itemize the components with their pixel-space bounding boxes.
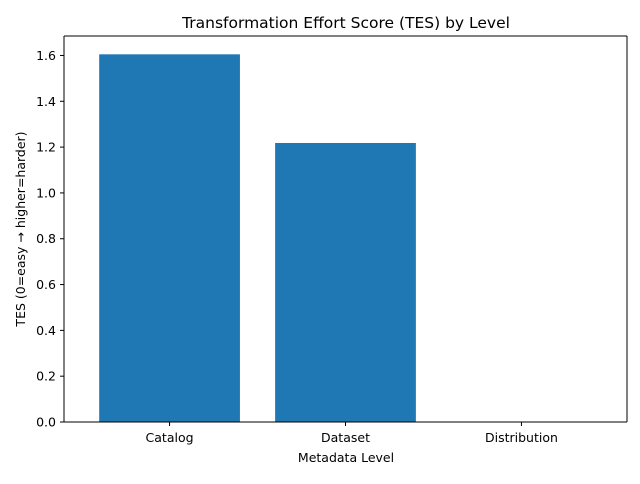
axes-frame [63, 35, 628, 423]
x-axis-label: Metadata Level [298, 450, 394, 465]
y-tick-label: 0.8 [36, 231, 56, 246]
bar-catalog [99, 54, 240, 422]
y-tick-label: 0.4 [36, 323, 56, 338]
y-tick-label: 1.2 [36, 140, 56, 155]
y-axis-ticks: 0.0 0.2 0.4 0.6 0.8 1.0 1.2 1.4 1.6 [36, 48, 64, 430]
x-tick-label-catalog: Catalog [146, 430, 194, 445]
y-tick-label: 0.6 [36, 277, 56, 292]
y-tick-label: 1.6 [36, 48, 56, 63]
bar-dataset [275, 142, 416, 423]
chart-title: Transformation Effort Score (TES) by Lev… [181, 14, 510, 32]
x-tick-label-dataset: Dataset [321, 430, 370, 445]
y-tick-label: 1.4 [36, 94, 56, 109]
y-tick-label: 0.0 [36, 415, 56, 430]
y-tick-label: 0.2 [36, 369, 56, 384]
y-axis-label: TES (0=easy → higher=harder) [13, 131, 28, 327]
y-tick-label: 1.0 [36, 185, 56, 200]
x-axis-ticks: Catalog Dataset Distribution [146, 422, 558, 445]
x-tick-label-distribution: Distribution [485, 430, 558, 445]
bars-group [99, 54, 416, 423]
